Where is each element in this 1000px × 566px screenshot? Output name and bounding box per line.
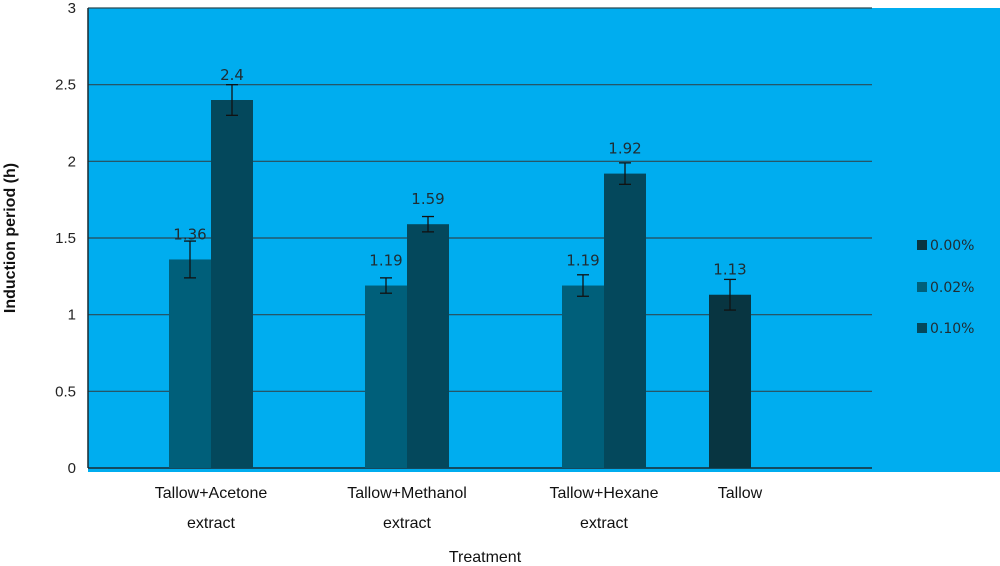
x-category-label: Tallow+Methanol xyxy=(347,485,467,502)
legend-label: 0.02% xyxy=(930,280,974,296)
y-axis-title: Induction period (h) xyxy=(2,163,19,313)
y-tick-label: 2.5 xyxy=(55,77,76,94)
bar xyxy=(604,173,646,468)
data-labels: 1.36 2.4 1.19 1.59 1.19 1.92 1.13 xyxy=(173,66,746,279)
data-label: 1.13 xyxy=(713,261,746,279)
data-label: 1.19 xyxy=(566,252,599,270)
x-category-label: Tallow+Hexane xyxy=(550,485,659,502)
x-category-label: extract xyxy=(383,515,432,532)
y-tick-label: 0.5 xyxy=(55,383,76,400)
y-tick-label: 1 xyxy=(68,307,76,324)
legend-label: 0.10% xyxy=(930,321,974,337)
y-tick-label: 1.5 xyxy=(55,230,76,247)
x-axis-title: Treatment xyxy=(449,549,522,566)
data-label: 1.92 xyxy=(608,140,641,158)
y-tick-label: 0 xyxy=(68,460,76,477)
data-label: 2.4 xyxy=(220,66,244,84)
legend-label: 0.00% xyxy=(930,238,974,254)
bar xyxy=(562,285,604,468)
bar xyxy=(211,100,253,468)
bar xyxy=(709,294,751,468)
y-tick-label: 3 xyxy=(68,0,76,17)
bar xyxy=(407,224,449,468)
x-category-labels: Tallow+Acetone extract Tallow+Methanol extr… xyxy=(155,485,763,532)
bar xyxy=(365,285,407,468)
legend: 0.00% 0.02% 0.10% xyxy=(917,238,974,337)
x-category-label: extract xyxy=(580,515,629,532)
bars xyxy=(169,100,751,468)
y-tick-labels: 0 0.5 1 1.5 2 2.5 3 xyxy=(55,0,76,477)
data-label: 1.36 xyxy=(173,225,206,243)
legend-swatch xyxy=(917,282,927,292)
x-category-label: Tallow xyxy=(718,485,763,502)
legend-swatch xyxy=(917,240,927,250)
bar xyxy=(169,259,211,468)
y-tick-label: 2 xyxy=(68,153,76,170)
data-label: 1.19 xyxy=(369,252,402,270)
data-label: 1.59 xyxy=(411,190,444,208)
legend-swatch xyxy=(917,323,927,333)
x-category-label: extract xyxy=(187,515,236,532)
error-bars xyxy=(184,84,736,311)
x-category-label: Tallow+Acetone xyxy=(155,485,268,502)
